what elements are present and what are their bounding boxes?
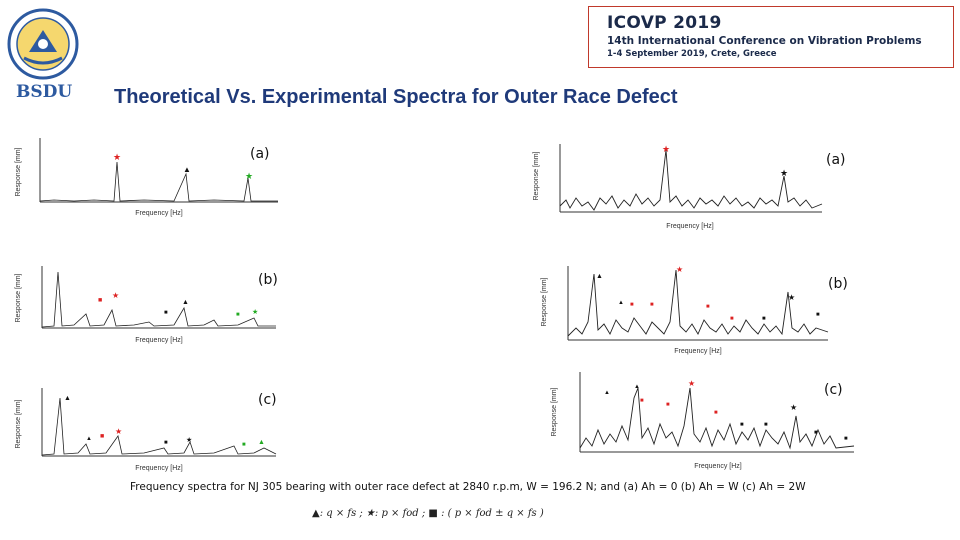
square-marker: ■ [242,442,246,448]
triangle-marker: ▲ [618,300,624,306]
chart-experimental-a: ★ ★ Response [mm] Frequency [Hz] [530,140,826,232]
panel-label-left-b: (b) [256,272,280,288]
banner-subtitle: 14th International Conference on Vibrati… [607,35,922,47]
spectrum-line [41,397,277,456]
chart-experimental-b: ▲ ▲ ■ ■ ★ ■ ■ ■ ★ ■ Response [mm] Freque… [538,262,832,356]
x-axis-label: Frequency [Hz] [674,348,722,355]
panel-label-right-b: (b) [826,276,850,292]
panel-label-right-a: (a) [824,152,848,168]
star-marker: ★ [688,379,695,388]
marker-legend: ▲: q × fs ; ★: p × fod ; ■ : ( p × fod ±… [312,508,544,519]
star-marker: ★ [252,308,258,316]
square-marker: ■ [764,422,768,428]
square-marker: ■ [666,402,670,408]
star-marker: ★ [186,436,192,444]
x-axis-label: Frequency [Hz] [135,210,183,217]
y-axis-label: Response [mm] [541,277,548,326]
square-marker: ■ [640,398,644,404]
triangle-marker: ▲ [183,165,191,174]
square-marker: ■ [814,430,818,436]
y-axis-label: Response [mm] [551,387,558,436]
square-marker: ■ [164,310,168,316]
chart-theoretical-c: ▲ ▲ ■ ★ ■ ★ ■ ▲ Response [mm] Frequency … [14,384,280,472]
square-marker: ■ [706,304,710,310]
panel-label-left-c: (c) [256,392,279,408]
triangle-marker: ▲ [258,439,265,446]
square-marker: ■ [844,436,848,442]
square-marker: ■ [98,297,102,304]
logo-emblem-icon [7,8,79,80]
x-axis-label: Frequency [Hz] [135,465,183,472]
star-marker: ★ [788,293,795,302]
spectrum-line [579,387,855,450]
triangle-marker: ▲ [182,299,189,306]
y-axis-label: Response [mm] [15,273,22,322]
conference-banner: ICOVP 2019 14th International Conference… [588,6,954,68]
spectrum-line [41,271,276,328]
banner-dates: 1-4 September 2019, Crete, Greece [607,49,777,59]
y-axis-label: Response [mm] [15,399,22,448]
triangle-marker: ▲ [596,273,603,280]
star-marker: ★ [780,168,788,178]
spectrum-line [559,149,823,211]
star-marker: ★ [112,291,119,300]
panel-label-right-c: (c) [822,382,845,398]
logo-acronym: BSDU [16,82,73,102]
y-axis-label: Response [mm] [533,151,540,200]
y-axis-label: Response [mm] [15,147,22,196]
star-marker: ★ [115,427,122,436]
star-marker: ★ [790,403,797,412]
spectrum-line [567,269,829,337]
square-marker: ■ [630,302,634,308]
triangle-marker: ▲ [604,390,610,396]
square-marker: ■ [164,440,168,446]
chart-theoretical-b: ■ ★ ■ ▲ ■ ★ Response [mm] Frequency [Hz] [14,262,280,344]
slide-title: Theoretical Vs. Experimental Spectra for… [114,86,678,108]
spectrum-line [39,161,278,202]
triangle-marker: ▲ [634,384,640,390]
square-marker: ■ [714,410,718,416]
square-marker: ■ [740,422,744,428]
university-logo: BSDU [4,6,82,106]
square-marker: ■ [816,312,820,318]
square-marker: ■ [100,433,104,440]
panel-label-left-a: (a) [248,146,272,162]
chart-experimental-c: ▲ ▲ ■ ■ ★ ■ ■ ■ ★ ■ ■ Response [mm] Freq… [548,368,858,476]
figure-caption: Frequency spectra for NJ 305 bearing wit… [130,481,806,493]
square-marker: ■ [236,312,240,318]
x-axis-label: Frequency [Hz] [135,337,183,344]
square-marker: ■ [762,316,766,322]
chart-theoretical-a: ★ ▲ ★ Response [mm] Frequency [Hz] [14,132,282,218]
triangle-marker: ▲ [64,395,71,402]
x-axis-label: Frequency [Hz] [694,463,742,470]
triangle-marker: ▲ [86,436,92,442]
banner-title: ICOVP 2019 [607,13,722,33]
star-marker: ★ [676,265,683,274]
square-marker: ■ [650,302,654,308]
star-marker: ★ [113,152,121,162]
square-marker: ■ [730,316,734,322]
x-axis-label: Frequency [Hz] [666,223,714,230]
star-marker: ★ [245,171,253,181]
star-marker: ★ [662,144,670,154]
